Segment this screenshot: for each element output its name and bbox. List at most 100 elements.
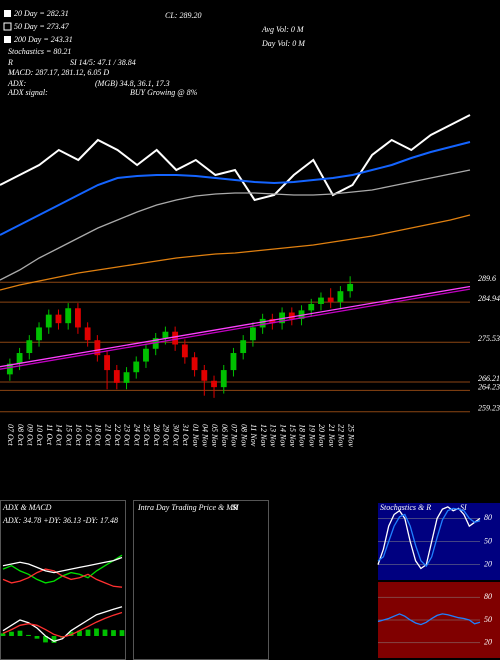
candle-body: [113, 370, 120, 383]
histogram-bar: [77, 630, 82, 636]
series-line: [0, 114, 471, 202]
y-tick-label: 50: [484, 536, 492, 545]
x-tick-label: 25 Nov: [346, 424, 355, 447]
panel-subtitle: ADX: 34.78 +DY: 36.13 -DY: 17.48: [2, 516, 118, 525]
series-line: [377, 507, 481, 568]
candle-body: [220, 370, 227, 388]
header-text: 50 Day = 273.47: [14, 22, 70, 31]
candle-body: [152, 338, 159, 349]
y-tick-label: 284.94: [478, 294, 500, 303]
candle-body: [327, 297, 334, 302]
candle-body: [269, 318, 276, 324]
candle-body: [172, 331, 179, 345]
candle-body: [84, 327, 91, 341]
x-tick-label: 21 Oct: [103, 424, 112, 446]
header-text: ADX signal:: [7, 88, 48, 97]
legend-swatch: [4, 36, 11, 43]
histogram-bar: [85, 629, 91, 636]
candle-body: [143, 348, 149, 362]
legend-swatch: [4, 10, 11, 17]
candle-body: [181, 344, 188, 358]
header-text: Day Vol: 0 M: [261, 39, 306, 48]
x-tick-label: 18 Nov: [298, 424, 307, 447]
y-tick-label: 20: [484, 559, 492, 568]
x-tick-label: 04 Nov: [200, 424, 209, 447]
candle-body: [250, 327, 256, 341]
candle-body: [288, 312, 295, 319]
x-tick-label: 15 Oct: [64, 424, 73, 446]
histogram-bar: [43, 636, 48, 643]
series-line: [2, 568, 123, 588]
candle-body: [16, 353, 23, 364]
header-text: CL: 289.20: [165, 11, 201, 20]
candle-body: [240, 340, 247, 354]
x-tick-label: 07 Nov: [230, 424, 239, 447]
x-tick-label: 21 Nov: [327, 424, 336, 447]
candle-body: [259, 318, 266, 328]
y-tick-label: 20: [484, 638, 492, 647]
series-line: [0, 288, 471, 370]
candle-body: [230, 353, 237, 371]
candle-body: [133, 361, 140, 373]
y-tick-label: 50: [484, 615, 492, 624]
y-tick-label: 264.23: [478, 382, 500, 391]
x-tick-label: 12 Nov: [259, 424, 268, 447]
histogram-bar: [51, 636, 57, 643]
header-text: MACD: 287.17, 281.12, 6.05 D: [7, 68, 109, 77]
candle-body: [318, 297, 324, 304]
x-tick-label: 11 Nov: [249, 424, 258, 447]
candle-body: [65, 308, 72, 324]
y-tick-label: 266.21: [478, 374, 500, 383]
candle-body: [347, 283, 354, 292]
series-line: [0, 214, 471, 291]
panel-title: ADX & MACD: [2, 503, 52, 512]
candle-body: [36, 327, 42, 341]
candle-body: [26, 340, 33, 354]
histogram-bar: [34, 636, 40, 639]
x-tick-label: 10 Oct: [35, 424, 44, 446]
panel-title: SI: [232, 503, 239, 512]
series-line: [2, 611, 123, 638]
x-tick-label: 14 Nov: [278, 424, 287, 447]
candle-body: [104, 355, 110, 371]
candle-body: [123, 372, 130, 383]
y-tick-label: 275.53: [478, 334, 500, 343]
series-line: [2, 554, 123, 584]
header-text: 20 Day = 282.31: [14, 9, 69, 18]
y-tick-label: 80: [484, 513, 492, 522]
candle-body: [308, 303, 315, 311]
y-tick-label: 80: [484, 592, 492, 601]
candle-body: [75, 308, 81, 328]
candle-body: [211, 380, 217, 388]
candle-body: [55, 314, 62, 324]
x-tick-label: 05 Nov: [210, 424, 219, 447]
candle-body: [6, 363, 13, 375]
histogram-bar: [94, 628, 99, 636]
header-text: Stochastics = 80.21: [8, 47, 71, 56]
y-tick-label: 259.23: [478, 404, 500, 413]
x-tick-label: 15 Nov: [288, 424, 297, 447]
candle-body: [162, 331, 169, 339]
x-tick-label: 16 Oct: [74, 424, 83, 446]
candle-body: [279, 312, 285, 324]
x-tick-label: 23 Oct: [123, 424, 132, 446]
candle-body: [201, 370, 208, 381]
candle-body: [337, 291, 344, 302]
panel-title: Intra Day Trading Price & MR: [137, 503, 238, 512]
histogram-bar: [26, 634, 31, 636]
x-tick-label: 07 Oct: [6, 424, 15, 446]
panel-title: SI: [460, 503, 467, 512]
x-tick-label: 01 Nov: [191, 424, 200, 447]
x-tick-label: 13 Nov: [269, 424, 278, 447]
legend-swatch: [3, 22, 12, 31]
x-tick-label: 08 Nov: [239, 424, 248, 447]
x-tick-label: 25 Oct: [142, 424, 151, 446]
x-tick-label: 08 Oct: [16, 424, 25, 446]
panel-title: Stochastics & R: [380, 503, 431, 512]
x-tick-label: 22 Oct: [113, 424, 122, 446]
candle-body: [191, 357, 198, 371]
x-tick-label: 11 Oct: [45, 424, 54, 446]
x-tick-label: 19 Nov: [307, 424, 316, 447]
